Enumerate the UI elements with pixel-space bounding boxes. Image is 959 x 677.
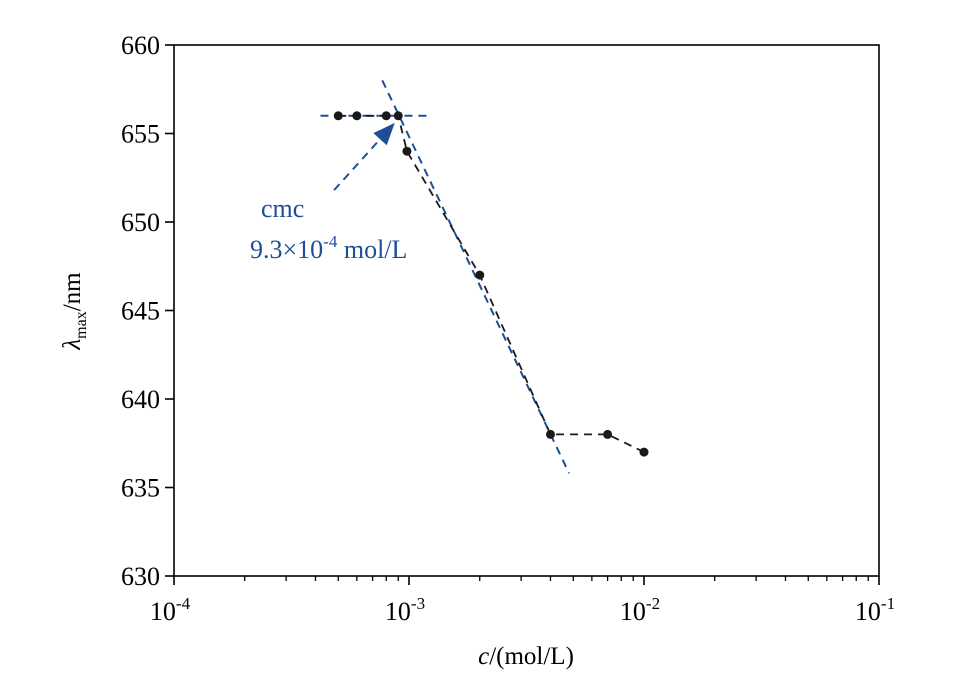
fit-lines	[320, 79, 570, 474]
data-point	[393, 111, 403, 121]
data-point	[381, 111, 391, 121]
y-tick-label: 660	[121, 31, 160, 60]
plot-frame	[173, 44, 880, 577]
series-line	[338, 114, 645, 453]
y-tick-label: 655	[121, 120, 160, 149]
cmc-annotation: cmc 9.3×10-4 mol/L	[250, 122, 407, 264]
data-point	[639, 447, 649, 457]
data-point	[333, 111, 343, 121]
data-point	[603, 429, 613, 439]
x-axis-label: c/(mol/L)	[478, 643, 574, 670]
cmc-arrow-head	[373, 122, 395, 146]
x-tick-label: 10-4	[150, 594, 191, 626]
cmc-label: cmc	[261, 194, 304, 223]
y-tick-label: 640	[121, 385, 160, 414]
y-axis-label: λmax/nm	[59, 272, 90, 351]
cmc-arrow-shaft	[333, 138, 381, 191]
x-tick-label: 10-2	[620, 594, 660, 626]
data-series	[333, 111, 649, 457]
y-tick-label: 645	[121, 297, 160, 326]
cmc-value: 9.3×10-4 mol/L	[250, 232, 407, 264]
y-tick-label: 650	[121, 208, 160, 237]
x-tick-label: 10-3	[385, 594, 425, 626]
x-tick-label: 10-1	[855, 594, 895, 626]
y-tick-label: 635	[121, 474, 160, 503]
data-point	[352, 111, 362, 121]
y-tick-label: 630	[121, 562, 160, 591]
data-point	[475, 270, 485, 280]
data-point	[545, 429, 555, 439]
axis-ticks: 630 635 640 645 650 655 660 10-4 10-3 10-2 10-1	[121, 31, 895, 626]
data-point	[402, 146, 412, 156]
